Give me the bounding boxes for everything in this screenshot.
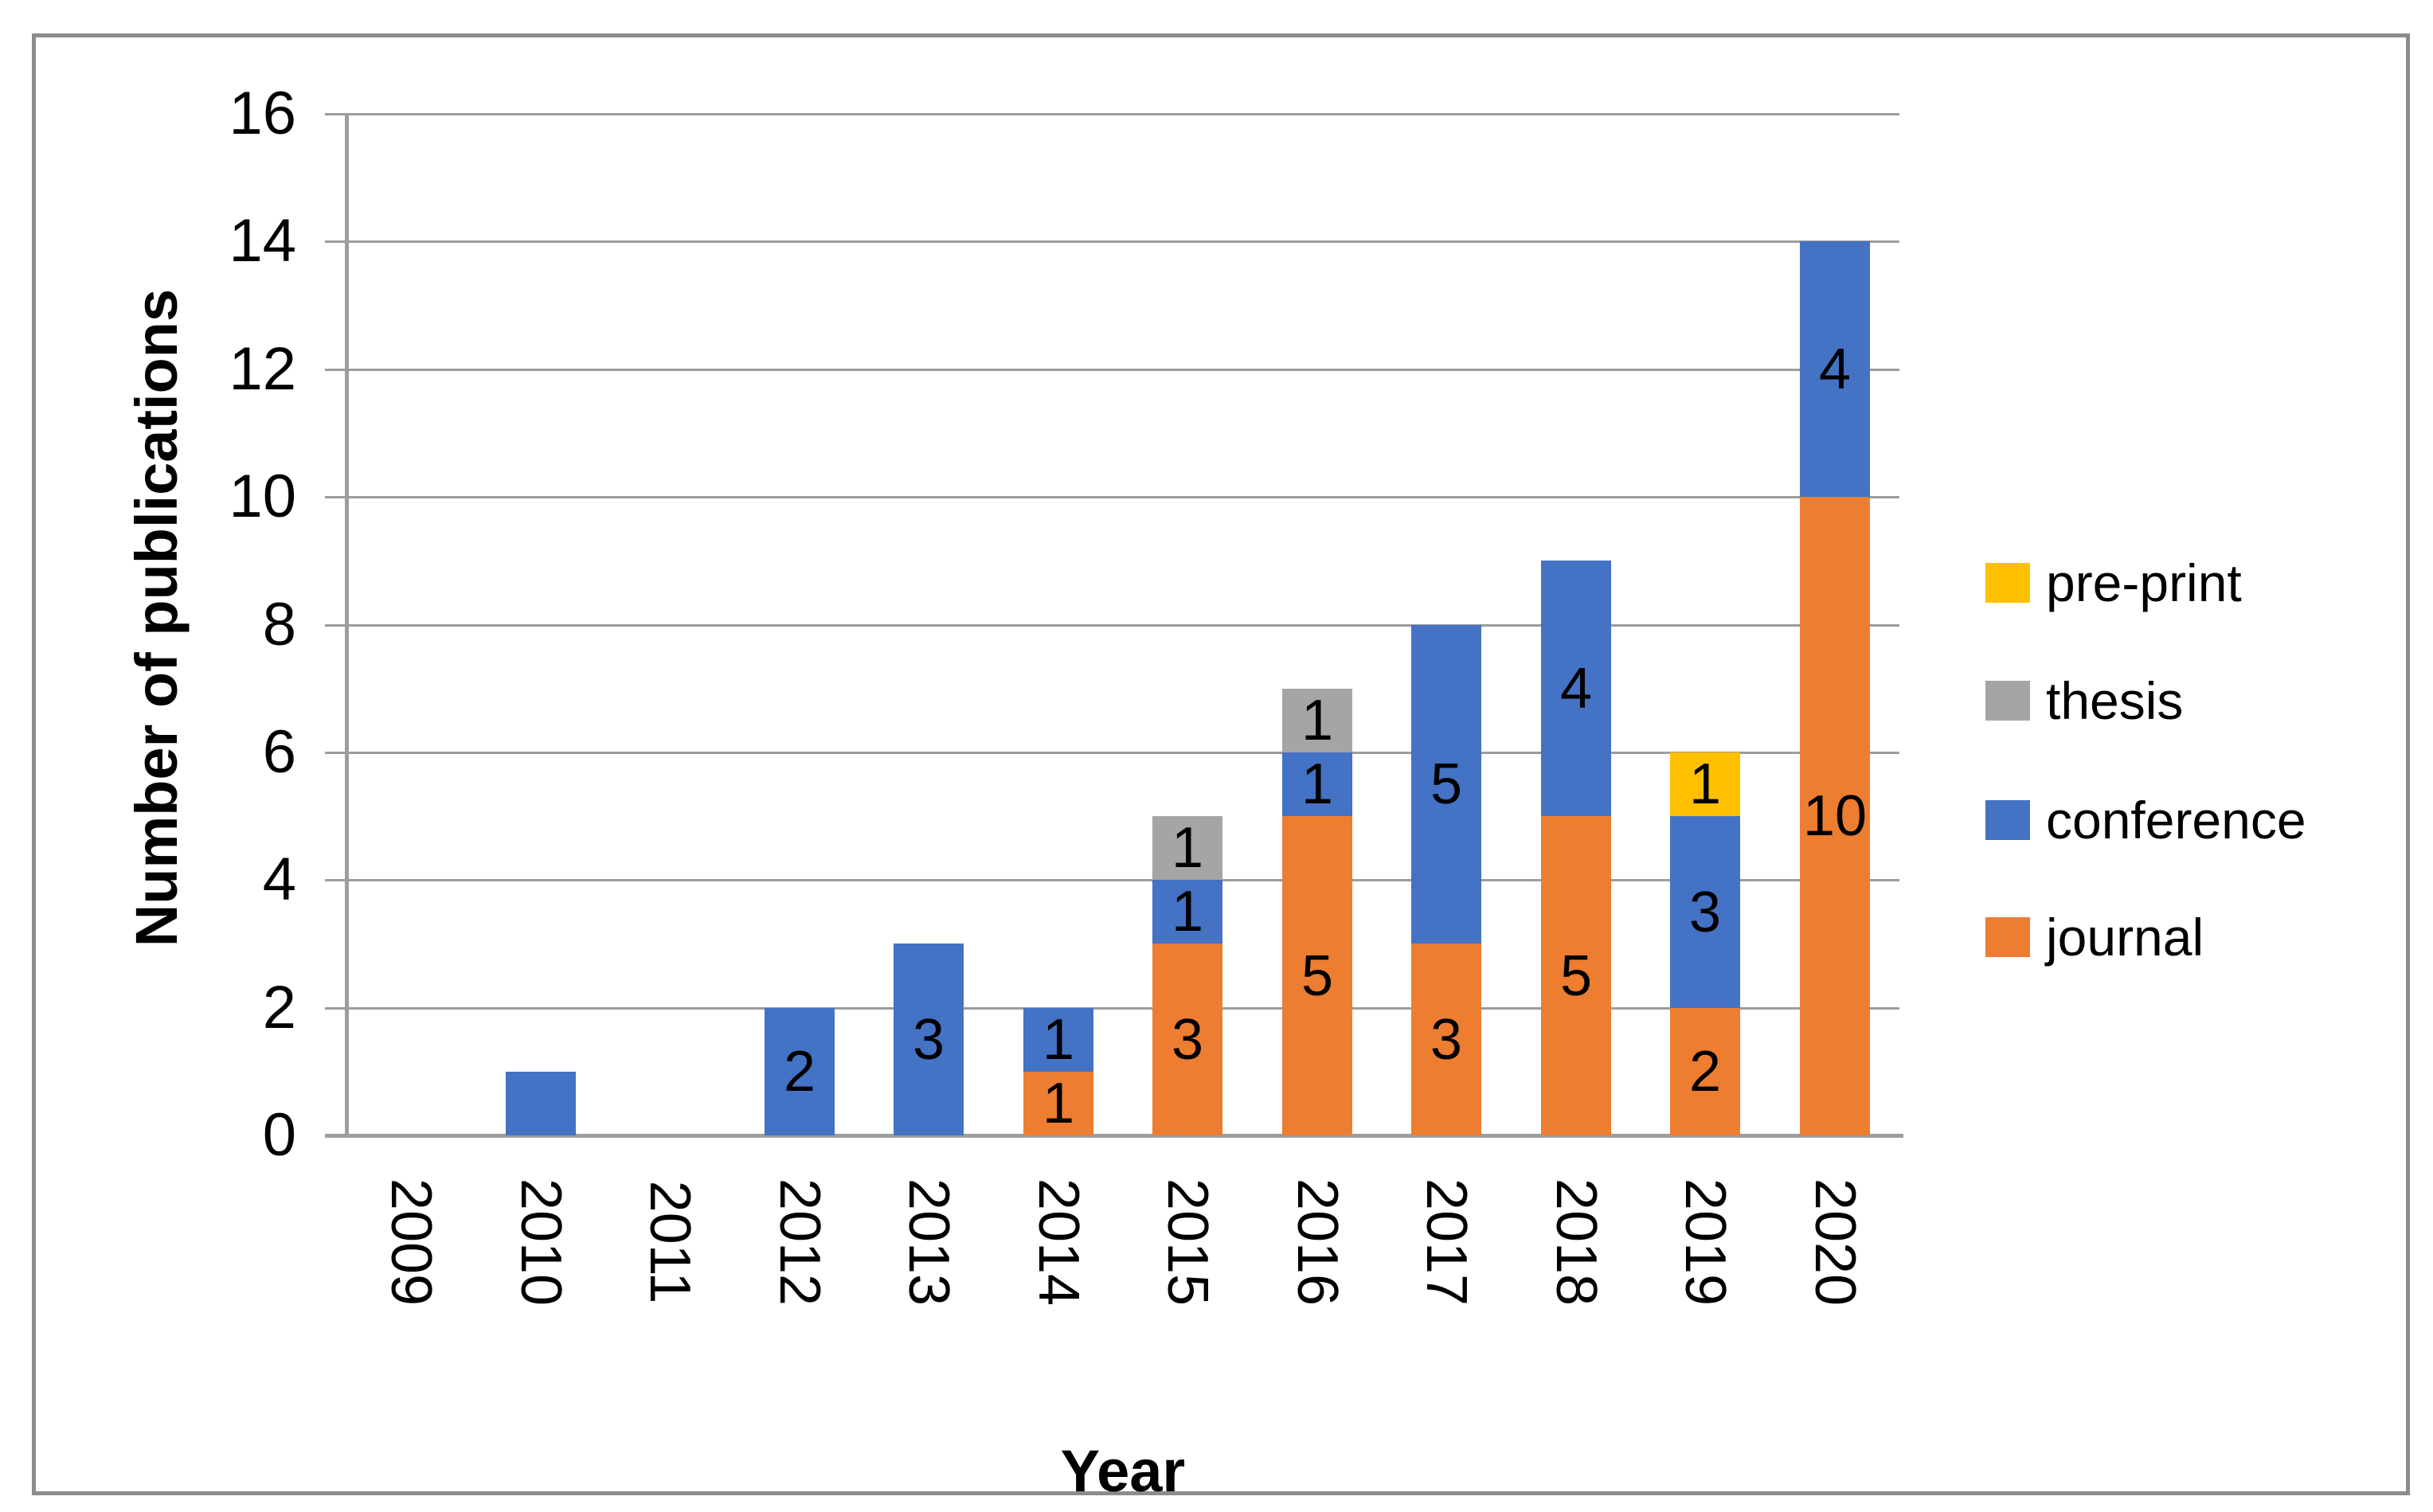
bar-segment-journal-2014: 1 [1023, 1072, 1093, 1135]
bar-segment-journal-2015: 3 [1152, 944, 1222, 1135]
bar-segment-thesis-2016: 1 [1282, 689, 1352, 752]
bar-segment-conference-2014: 1 [1023, 1008, 1093, 1072]
gridline [346, 879, 1899, 881]
x-tick-label: 2016 [1285, 1178, 1349, 1307]
y-tick-label: 16 [229, 80, 296, 147]
x-axis-line [325, 1134, 1903, 1138]
legend-swatch-thesis [1985, 681, 2030, 721]
data-label: 2 [783, 1040, 816, 1104]
x-tick-label: 2019 [1673, 1178, 1737, 1307]
y-axis-tick [325, 240, 346, 243]
y-axis-tick [325, 369, 346, 371]
legend-swatch-pre-print [1985, 563, 2030, 603]
bar-segment-journal-2019: 2 [1670, 1008, 1740, 1135]
x-tick-label: 2013 [897, 1178, 960, 1307]
y-axis-tick [325, 1135, 346, 1137]
bar-segment-conference-2019: 3 [1670, 816, 1740, 1008]
bar-segment-conference-2015: 1 [1152, 880, 1222, 944]
y-tick-label: 0 [262, 1101, 296, 1169]
y-axis-title: Number of publications [123, 288, 190, 947]
y-axis-tick [325, 1007, 346, 1010]
data-label: 1 [1171, 880, 1204, 944]
data-label: 4 [1818, 337, 1852, 401]
bar-segment-pre-print-2019: 1 [1670, 752, 1740, 816]
data-label: 2 [1688, 1040, 1722, 1104]
legend-entry-thesis: thesis [1985, 669, 2183, 733]
bar-segment-conference-2013: 3 [894, 944, 964, 1135]
legend-label: thesis [2046, 671, 2184, 730]
x-tick-label: 2020 [1803, 1178, 1867, 1307]
data-label: 1 [1042, 1008, 1075, 1072]
legend-label: pre-print [2046, 553, 2242, 612]
legend-swatch-journal [1985, 917, 2030, 957]
y-axis-tick [325, 752, 346, 754]
data-label: 10 [1802, 784, 1868, 848]
y-axis-tick [325, 496, 346, 498]
x-tick-label: 2009 [379, 1178, 443, 1307]
bar-segment-conference-2012: 2 [765, 1008, 835, 1135]
data-label: 3 [1688, 880, 1722, 944]
x-tick-label: 2015 [1156, 1178, 1219, 1307]
bar-segment-conference-2018: 4 [1541, 561, 1611, 816]
bar-segment-conference-2017: 5 [1411, 625, 1481, 944]
x-tick-label: 2018 [1544, 1178, 1608, 1307]
bar-segment-journal-2017: 3 [1411, 944, 1481, 1135]
gridline [346, 240, 1899, 243]
bar-segment-conference-2016: 1 [1282, 752, 1352, 816]
y-axis-tick [325, 113, 346, 115]
chart-border [32, 33, 2410, 1495]
data-label: 4 [1559, 656, 1593, 721]
gridline [346, 496, 1899, 498]
x-tick-label: 2014 [1027, 1178, 1090, 1307]
bar-segment-journal-2016: 5 [1282, 816, 1352, 1135]
y-tick-label: 12 [229, 335, 296, 403]
data-label: 1 [1301, 752, 1334, 816]
x-axis-title: Year [1060, 1438, 1186, 1504]
bar-segment-conference-2010 [506, 1072, 576, 1135]
y-axis-line [345, 114, 349, 1138]
data-label: 5 [1430, 752, 1463, 816]
data-label: 5 [1559, 944, 1593, 1008]
data-label: 3 [912, 1007, 945, 1072]
bar-segment-journal-2020: 10 [1800, 497, 1870, 1135]
legend-label: conference [2046, 791, 2306, 850]
bar-segment-journal-2018: 5 [1541, 816, 1611, 1135]
legend-entry-journal: journal [1985, 905, 2204, 969]
gridline [346, 113, 1899, 115]
data-label: 1 [1171, 816, 1204, 880]
y-tick-label: 14 [229, 207, 296, 275]
legend-label: journal [2046, 908, 2204, 967]
x-tick-label: 2017 [1414, 1178, 1478, 1307]
gridline [346, 752, 1899, 754]
gridline [346, 624, 1899, 627]
bar-segment-conference-2020: 4 [1800, 241, 1870, 497]
data-label: 5 [1301, 944, 1334, 1008]
legend-entry-conference: conference [1985, 788, 2306, 852]
gridline [346, 1007, 1899, 1010]
gridline [346, 369, 1899, 371]
data-label: 3 [1171, 1007, 1204, 1072]
legend-entry-pre-print: pre-print [1985, 551, 2242, 615]
y-tick-label: 4 [262, 846, 296, 913]
data-label: 3 [1430, 1007, 1463, 1072]
x-tick-label: 2012 [768, 1178, 831, 1307]
y-tick-label: 8 [262, 591, 296, 658]
x-tick-label: 2011 [638, 1180, 702, 1304]
data-label: 1 [1688, 752, 1722, 816]
bar-segment-thesis-2015: 1 [1152, 816, 1222, 880]
x-tick-label: 2010 [509, 1178, 573, 1307]
legend-swatch-conference [1985, 800, 2030, 840]
y-axis-tick [325, 624, 346, 627]
y-tick-label: 10 [229, 463, 296, 530]
y-tick-label: 6 [262, 718, 296, 786]
data-label: 1 [1042, 1072, 1075, 1135]
data-label: 1 [1301, 689, 1334, 752]
y-axis-tick [325, 879, 346, 881]
y-tick-label: 2 [262, 974, 296, 1041]
